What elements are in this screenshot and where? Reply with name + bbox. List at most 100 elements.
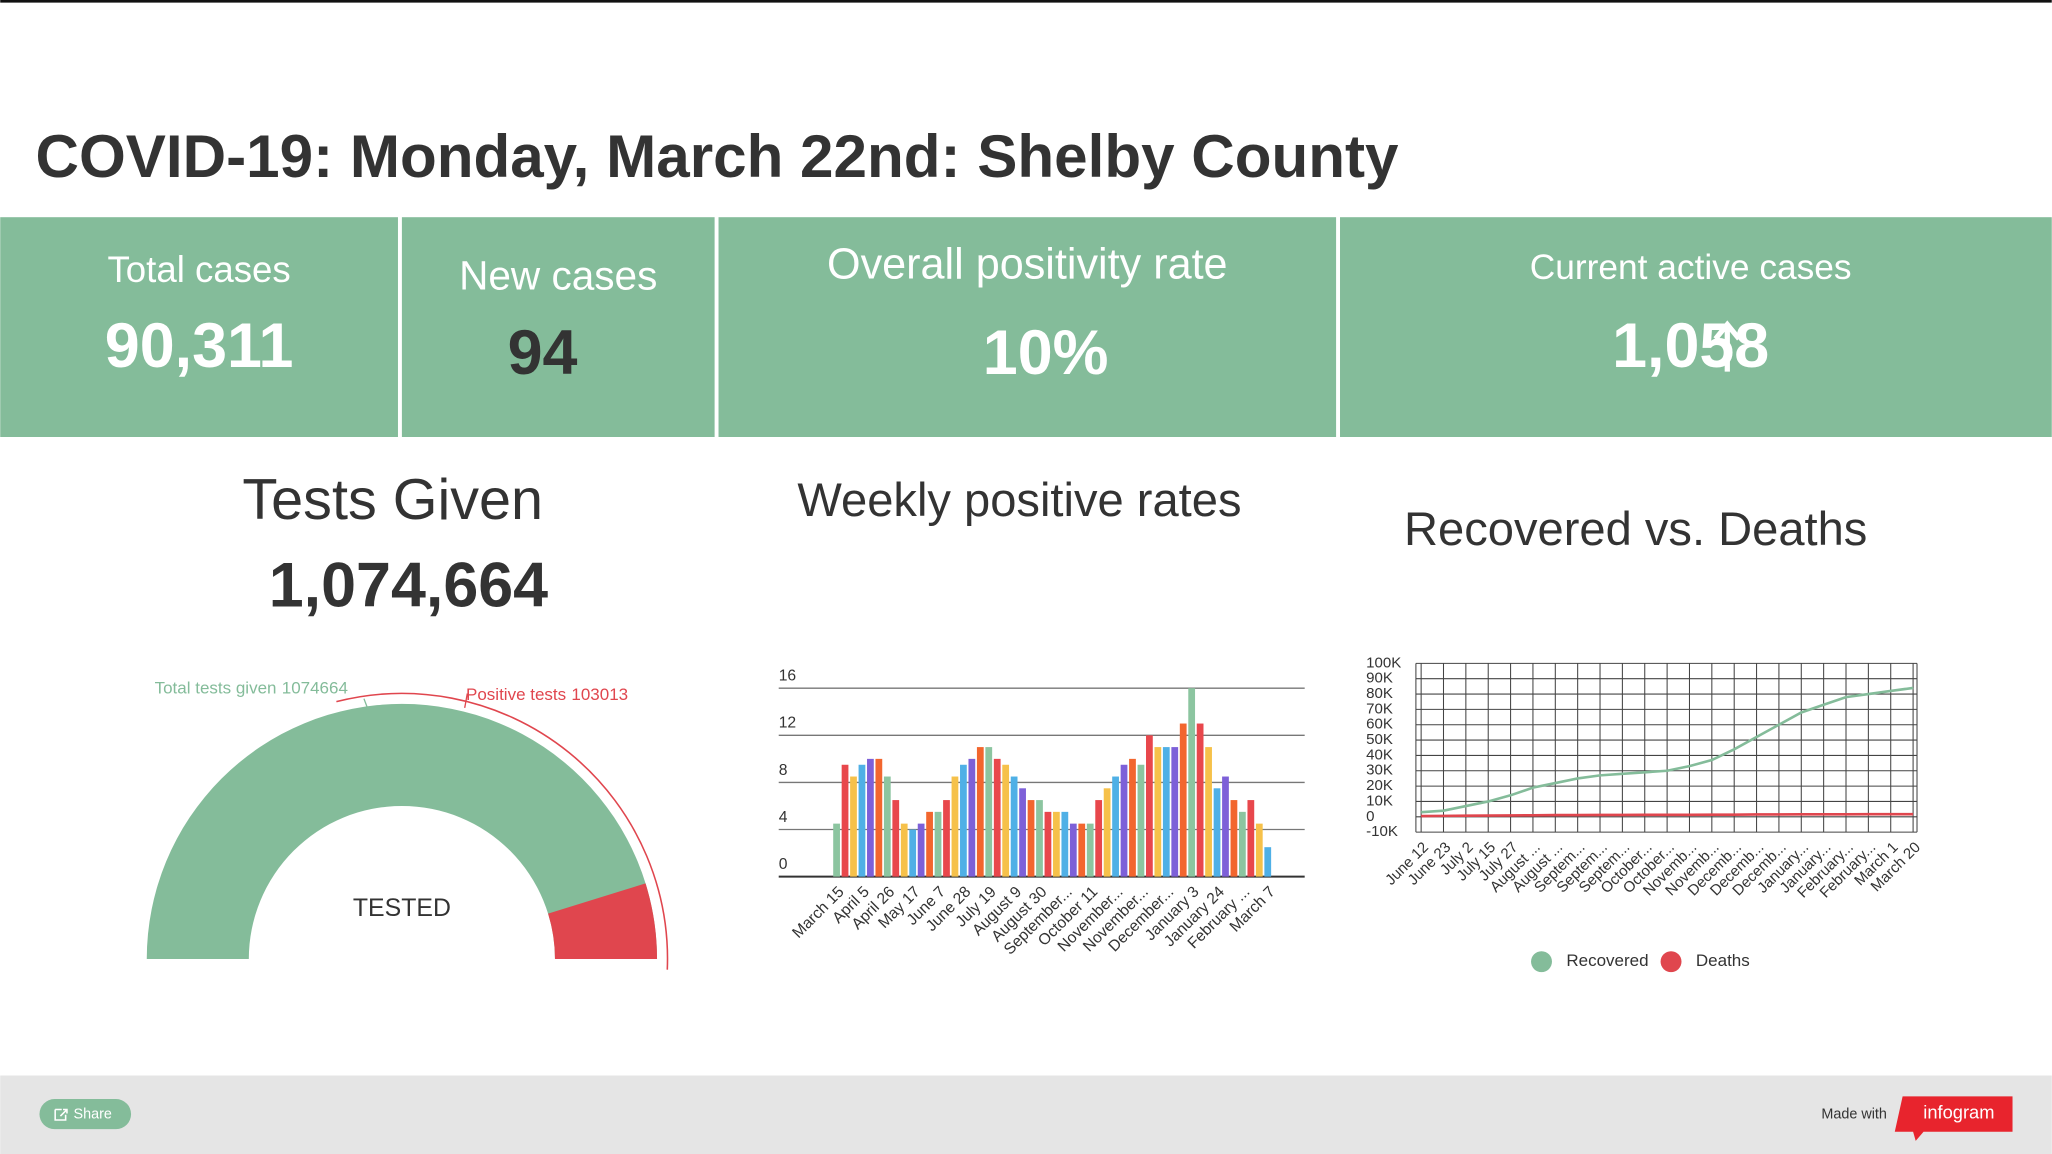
y-tick-label: 70K	[1366, 700, 1393, 717]
kpi-tile	[1340, 217, 2052, 438]
up-arrow	[1713, 320, 1742, 372]
kpi-label: New cases	[459, 252, 657, 298]
y-tick-label: 80K	[1366, 685, 1393, 702]
y-tick-label: 12	[779, 715, 796, 732]
y-tick-label: 10K	[1366, 792, 1393, 809]
bar	[1053, 811, 1060, 877]
bar	[1146, 735, 1153, 877]
y-tick-label: 8	[779, 762, 788, 779]
brand-label[interactable]: infogram	[1923, 1101, 1994, 1122]
bar	[1129, 758, 1136, 877]
bar	[883, 776, 891, 877]
leader-line	[363, 698, 369, 710]
gauge-label: Total tests given 1074664	[155, 679, 348, 698]
series-value: 103013	[571, 686, 628, 705]
bar	[867, 758, 874, 877]
gauge-arc	[146, 703, 658, 960]
bar	[1222, 776, 1229, 877]
kpi-tile	[0, 217, 398, 438]
kpi-label: Overall positivity rate	[827, 240, 1228, 288]
bar	[1036, 800, 1043, 877]
bar	[1179, 723, 1187, 877]
y-tick-label: 4	[779, 809, 788, 826]
bar	[1069, 823, 1077, 877]
bar	[1002, 764, 1010, 877]
series-name: Positive tests	[466, 686, 566, 705]
y-tick-label: 0	[1366, 808, 1374, 825]
y-tick-label: 20K	[1366, 777, 1393, 794]
series-line	[1421, 812, 1914, 818]
bar	[926, 811, 933, 877]
y-tick-label: 100K	[1366, 654, 1401, 671]
y-tick-label: 40K	[1366, 746, 1393, 763]
y-tick-label: 60K	[1366, 716, 1393, 733]
bar	[1086, 823, 1094, 877]
bar	[841, 764, 849, 877]
share-button[interactable]	[39, 1099, 132, 1130]
bar	[968, 758, 976, 877]
bar	[976, 747, 984, 877]
bar	[1027, 800, 1035, 877]
bar	[934, 811, 942, 877]
bar	[909, 829, 917, 877]
bar	[1247, 800, 1255, 877]
bar	[1010, 776, 1018, 877]
bar	[960, 764, 967, 877]
share-icon	[54, 1108, 68, 1121]
center-label: TESTED	[353, 895, 451, 922]
gauge-label: Positive tests 103013	[466, 686, 628, 705]
gauge-outline	[336, 692, 669, 970]
bar	[951, 776, 959, 877]
bar	[1078, 823, 1086, 877]
bar	[833, 823, 840, 877]
legend-label: Recovered	[1566, 951, 1648, 970]
bar	[1239, 811, 1246, 877]
kpi-label: Current active cases	[1530, 248, 1852, 287]
bar	[993, 758, 1001, 877]
kpi-value: 94	[508, 318, 578, 388]
bar	[985, 747, 993, 877]
legend-swatch	[1531, 951, 1552, 973]
gauge-arc	[548, 883, 658, 960]
bar	[858, 764, 866, 877]
legend-swatch	[1660, 951, 1682, 973]
top-border	[0, 0, 2052, 3]
bar	[1061, 811, 1069, 877]
kpi-value: 1,058	[1612, 311, 1769, 381]
bar	[1196, 723, 1204, 877]
chart-title: Tests Given	[242, 468, 543, 532]
y-tick-label: 90K	[1366, 670, 1393, 687]
bar	[943, 800, 950, 877]
y-tick-label: -10K	[1366, 823, 1398, 840]
made-with: Made with	[1821, 1107, 1887, 1123]
legend-label: Deaths	[1696, 951, 1750, 970]
leader-line	[464, 693, 468, 708]
chart-title: Recovered vs. Deaths	[1404, 502, 1867, 555]
bar	[1205, 747, 1212, 877]
bar	[1137, 764, 1145, 877]
bar	[1044, 811, 1052, 877]
kpi-value: 10%	[983, 318, 1109, 388]
y-tick-label: 30K	[1366, 762, 1393, 779]
kpi-tile	[718, 217, 1337, 438]
bar	[917, 823, 925, 877]
y-tick-label: 50K	[1366, 731, 1393, 748]
content: Total cases 90,311 New cases 94 Overall posi…	[0, 217, 2052, 973]
bar	[1255, 823, 1263, 877]
bar	[1171, 747, 1179, 877]
brand-badge[interactable]	[1894, 1096, 2013, 1141]
series-value: 1074664	[282, 679, 348, 698]
share-label[interactable]: Share	[73, 1107, 111, 1123]
bar	[892, 800, 900, 877]
series-name: Total tests given	[155, 679, 277, 698]
chart-subtitle: 1,074,664	[269, 551, 548, 621]
footer-bar	[0, 1075, 2052, 1154]
bar	[850, 776, 857, 877]
bar	[1188, 688, 1196, 877]
series-line	[1421, 686, 1914, 814]
bar	[1230, 800, 1238, 877]
bar	[1154, 747, 1162, 877]
bar	[1264, 847, 1272, 877]
y-tick-label: 0	[779, 856, 788, 873]
